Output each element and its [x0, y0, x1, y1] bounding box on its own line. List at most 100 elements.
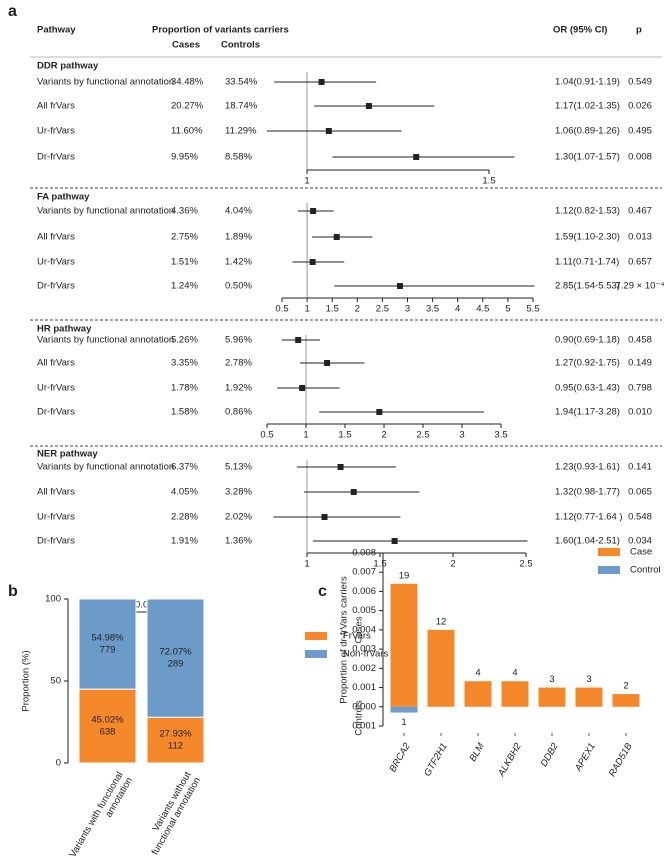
count-label: 1	[401, 717, 406, 728]
legend-swatch	[598, 566, 620, 574]
controls-value: 1.89%	[225, 232, 252, 243]
controls-value: 11.29%	[225, 126, 257, 137]
bar	[390, 583, 418, 707]
y-tick-label: 50	[50, 676, 61, 687]
bar	[612, 694, 640, 707]
p-value: 0.548	[628, 512, 652, 523]
or-label: 1.11(0.71-1.74)	[555, 257, 619, 268]
controls-value: 3.28%	[225, 487, 252, 498]
p-value: 0.026	[628, 101, 652, 112]
p-value: 0.034	[628, 536, 652, 547]
x-tick-label: 0.5	[275, 304, 288, 315]
x-tick-label: 3.5	[426, 304, 439, 315]
x-tick-label: RAD51B	[607, 741, 635, 779]
p-value: 0.065	[628, 487, 652, 498]
annotation: p < 0.0001	[119, 600, 164, 611]
column-header: Controls	[221, 40, 260, 51]
or-point	[350, 489, 357, 495]
x-tick-label: GTF2H1	[422, 741, 450, 778]
x-tick-label: 1	[304, 559, 309, 570]
count-label: 289	[168, 659, 184, 670]
row-label: All frVars	[37, 101, 75, 112]
p-value: 0.495	[628, 126, 652, 137]
p-value: 0.149	[628, 358, 652, 369]
y-tick-label: 0.008	[352, 548, 376, 559]
bar	[501, 681, 529, 707]
or-point	[321, 514, 328, 520]
row-label: Ur-frVars	[37, 126, 75, 137]
y-side-label: Cases	[354, 616, 365, 643]
p-value: 0.549	[628, 77, 652, 88]
cases-value: 1.24%	[171, 281, 198, 292]
cases-value: 11.60%	[171, 126, 203, 137]
x-tick-label: 3	[405, 304, 410, 315]
y-tick-label: 0.007	[352, 567, 376, 578]
panel-label: a	[8, 3, 17, 20]
x-tick-label: 1	[304, 304, 309, 315]
row-label: All frVars	[37, 487, 75, 498]
x-tick-label: 1.5	[373, 559, 386, 570]
or-label: 1.27(0.92-1.75)	[555, 358, 620, 369]
y-tick-label: 0.002	[352, 663, 376, 674]
x-tick-label: 2.5	[376, 304, 389, 315]
controls-value: 2.02%	[225, 512, 252, 523]
or-point	[365, 103, 372, 109]
cases-value: 1.91%	[171, 536, 198, 547]
legend-label: Non-frVars	[343, 649, 388, 660]
or-point	[295, 337, 302, 343]
cases-value: 1.78%	[171, 383, 198, 394]
or-point	[376, 409, 383, 415]
bar-segment	[146, 598, 205, 718]
y-side-label: Controls	[354, 700, 365, 736]
bar	[390, 706, 418, 713]
or-point	[337, 464, 344, 470]
legend-label: Control	[630, 565, 661, 576]
x-tick-label: BLM	[467, 741, 486, 763]
or-point	[391, 538, 398, 544]
column-header: Pathway	[37, 25, 76, 36]
bar	[427, 629, 455, 707]
panel-label: b	[8, 583, 18, 600]
cases-value: 2.28%	[171, 512, 198, 523]
or-point	[333, 234, 340, 240]
x-tick-label: 1	[303, 430, 308, 441]
cases-value: 4.05%	[171, 487, 198, 498]
count-label: 4	[475, 668, 480, 679]
row-label: Ur-frVars	[37, 257, 75, 268]
or-point	[309, 259, 316, 265]
y-tick-label: 0.000	[352, 701, 376, 712]
y-tick-label: 0.006	[352, 586, 376, 597]
controls-value: 5.96%	[225, 335, 252, 346]
p-value: 0.798	[628, 383, 652, 394]
or-label: 1.30(1.07-1.57)	[555, 152, 620, 163]
bar	[464, 681, 492, 707]
cases-value: 2.75%	[171, 232, 198, 243]
section-title: FA pathway	[37, 192, 90, 203]
cases-value: 4.36%	[171, 206, 198, 217]
x-tick-label: 4	[455, 304, 460, 315]
x-tick-label: ALKBH2	[496, 741, 525, 780]
p-value: 7.29 × 10⁻⁴	[616, 281, 665, 292]
p-value: 0.141	[628, 462, 652, 473]
or-label: 1.23(0.93-1.61)	[555, 462, 620, 473]
value-label: 54.98%	[91, 633, 124, 644]
y-axis-title: Proportion of dr-frVars carriers	[339, 576, 350, 704]
x-tick-label: 2	[381, 430, 386, 441]
or-label: 0.95(0.63-1.43)	[555, 383, 620, 394]
y-tick-label: 0.001	[352, 682, 376, 693]
cases-value: 6.37%	[171, 462, 198, 473]
column-header: Proportion of variants carriers	[152, 25, 289, 36]
row-label: Variants by functional annotation	[37, 206, 174, 217]
count-label: 3	[586, 674, 591, 685]
p-value: 0.010	[628, 407, 652, 418]
controls-value: 1.36%	[225, 536, 252, 547]
or-point	[299, 385, 306, 391]
x-tick-label: 0.5	[260, 430, 273, 441]
x-tick-label: DDB2	[539, 741, 562, 769]
cases-value: 9.95%	[171, 152, 198, 163]
x-tick-label: 4.5	[476, 304, 489, 315]
row-label: Variants by functional annotation	[37, 335, 174, 346]
legend-swatch	[305, 632, 327, 640]
cases-value: 5.26%	[171, 335, 198, 346]
